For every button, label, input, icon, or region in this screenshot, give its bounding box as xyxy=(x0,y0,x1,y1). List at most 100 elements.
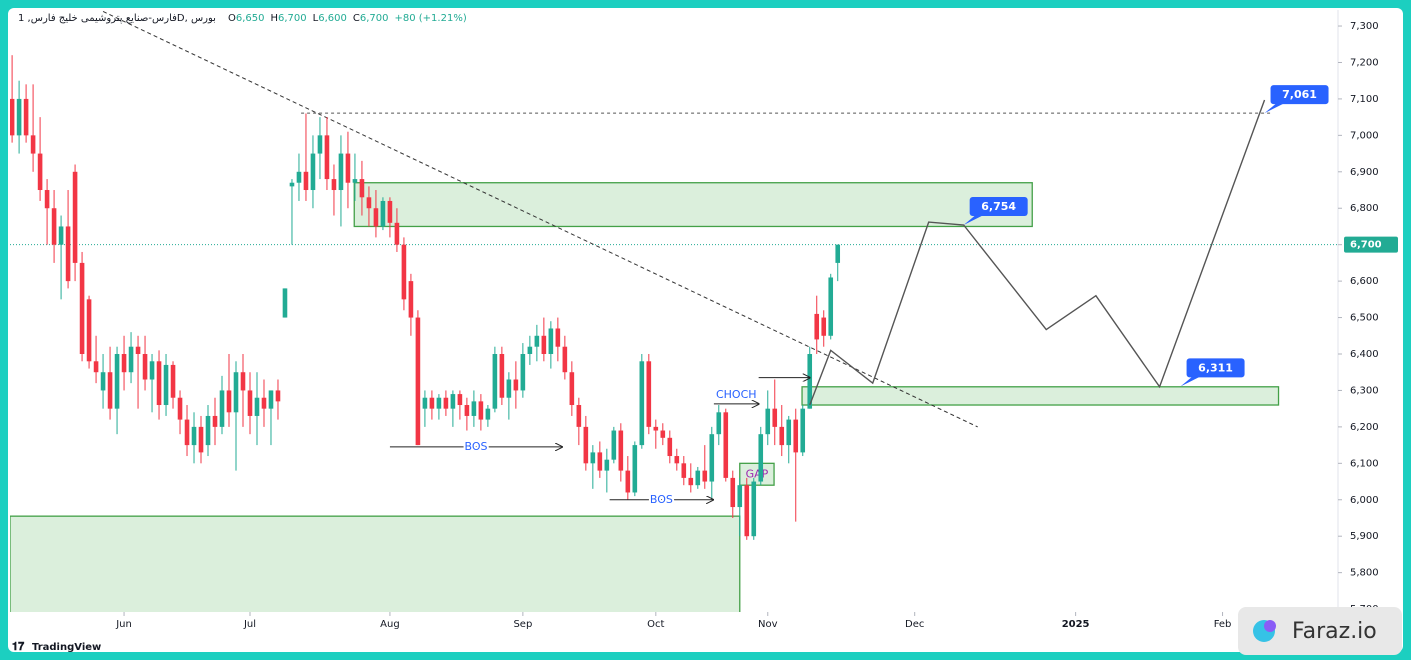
legend-value: 6,700 xyxy=(278,13,307,24)
candle-body xyxy=(625,470,631,493)
candle-body xyxy=(408,281,414,318)
candle-body xyxy=(93,361,99,373)
ohlc-legend: O6,650 H6,700 L6,600 C6,700 +80 (+1.21%) xyxy=(228,13,467,24)
candle-body xyxy=(380,200,386,227)
candle-body xyxy=(352,179,358,183)
candle-body xyxy=(744,485,750,537)
candle-body xyxy=(100,372,106,391)
logo-mark: 𝟏𝟕 xyxy=(12,640,25,653)
candle-body xyxy=(226,390,232,413)
candle-body xyxy=(443,397,449,409)
price-label-box xyxy=(1270,85,1329,105)
candle-body xyxy=(163,364,169,406)
candle-body xyxy=(72,171,78,263)
candle-body xyxy=(37,153,43,191)
candle-body xyxy=(415,317,421,446)
candle-body xyxy=(268,390,274,409)
candle-body xyxy=(289,182,295,187)
candle-body xyxy=(345,153,351,183)
candle-body xyxy=(534,335,540,347)
y-tick-label: 6,800 xyxy=(1350,203,1379,214)
x-tick-label: Oct xyxy=(647,619,664,630)
candle-body xyxy=(576,405,582,427)
tradingview-logo: 𝟏𝟕 TradingView xyxy=(12,640,101,653)
candle-body xyxy=(114,354,120,409)
candle-body xyxy=(296,171,302,183)
candle-body xyxy=(30,135,36,154)
watermark-box xyxy=(1238,607,1402,655)
y-tick-label: 6,900 xyxy=(1350,167,1379,178)
candle-body xyxy=(772,408,778,427)
candle-body xyxy=(184,419,190,446)
candle-body xyxy=(51,208,57,245)
candle-body xyxy=(212,415,218,427)
candle-body xyxy=(254,397,260,416)
y-tick-label: 7,100 xyxy=(1350,94,1379,105)
candle-body xyxy=(604,459,610,471)
candle-body xyxy=(261,397,267,409)
legend-key: O xyxy=(228,13,236,24)
candle-body xyxy=(401,244,407,300)
candle-body xyxy=(331,179,337,191)
watermark-text: Faraz.io xyxy=(1292,619,1377,644)
price-label: 6,754 xyxy=(981,200,1016,213)
last-price-tag xyxy=(1344,236,1398,253)
candle-body xyxy=(695,470,701,486)
y-tick-label: 6,600 xyxy=(1350,276,1379,287)
candle-body xyxy=(338,153,344,191)
candle-body xyxy=(233,372,239,413)
candle-body xyxy=(429,397,435,409)
structure-label: BOS xyxy=(650,493,673,506)
candle-body xyxy=(758,434,764,482)
candle-body xyxy=(135,346,141,354)
price-label-pointer xyxy=(1180,376,1201,387)
candle-body xyxy=(10,98,15,136)
price-label-box xyxy=(969,197,1028,216)
candle-body xyxy=(478,401,484,420)
candle-body xyxy=(751,481,757,537)
candle-body xyxy=(205,415,211,446)
gap-label: GAP xyxy=(746,467,769,480)
candle-body xyxy=(709,434,715,482)
candle-body xyxy=(793,419,799,453)
candle-body xyxy=(611,430,617,460)
candle-body xyxy=(170,364,176,398)
candle-body xyxy=(737,485,743,508)
price-label: 7,061 xyxy=(1282,88,1317,101)
y-tick-label: 5,900 xyxy=(1350,531,1379,542)
zone xyxy=(10,515,741,612)
candle-body xyxy=(723,412,729,478)
candle-body xyxy=(107,372,113,409)
candle-body xyxy=(618,430,624,471)
candle-body xyxy=(513,379,519,391)
candle-body xyxy=(177,397,183,420)
candle-body xyxy=(366,197,372,209)
candle-body xyxy=(247,390,253,416)
candle-body xyxy=(198,426,204,453)
candle-body xyxy=(632,445,638,493)
candle-body xyxy=(149,361,155,380)
candle-body xyxy=(765,408,771,435)
candle-body xyxy=(310,153,316,191)
candle-body xyxy=(156,361,162,406)
candle-body xyxy=(450,394,456,409)
candle-body xyxy=(786,419,792,446)
candle-body xyxy=(835,244,841,263)
gap-box xyxy=(739,462,775,486)
x-tick-label: Aug xyxy=(380,619,400,630)
zone xyxy=(353,182,1033,228)
brand: TradingView xyxy=(32,642,101,653)
candle-body xyxy=(590,452,596,464)
candle-body xyxy=(639,361,645,446)
candle-body xyxy=(597,452,603,471)
legend-value: 6,700 xyxy=(360,13,389,24)
y-tick-label: 6,300 xyxy=(1350,385,1379,396)
price-label-pointer xyxy=(963,215,984,225)
candle-body xyxy=(527,346,533,354)
x-tick-label: Nov xyxy=(758,619,778,630)
chart-title: فارس-صنایع پتروشیمی خلیج فارس, 1D, بورس xyxy=(18,13,216,24)
candle-body xyxy=(282,288,288,318)
candle-body xyxy=(821,317,827,336)
